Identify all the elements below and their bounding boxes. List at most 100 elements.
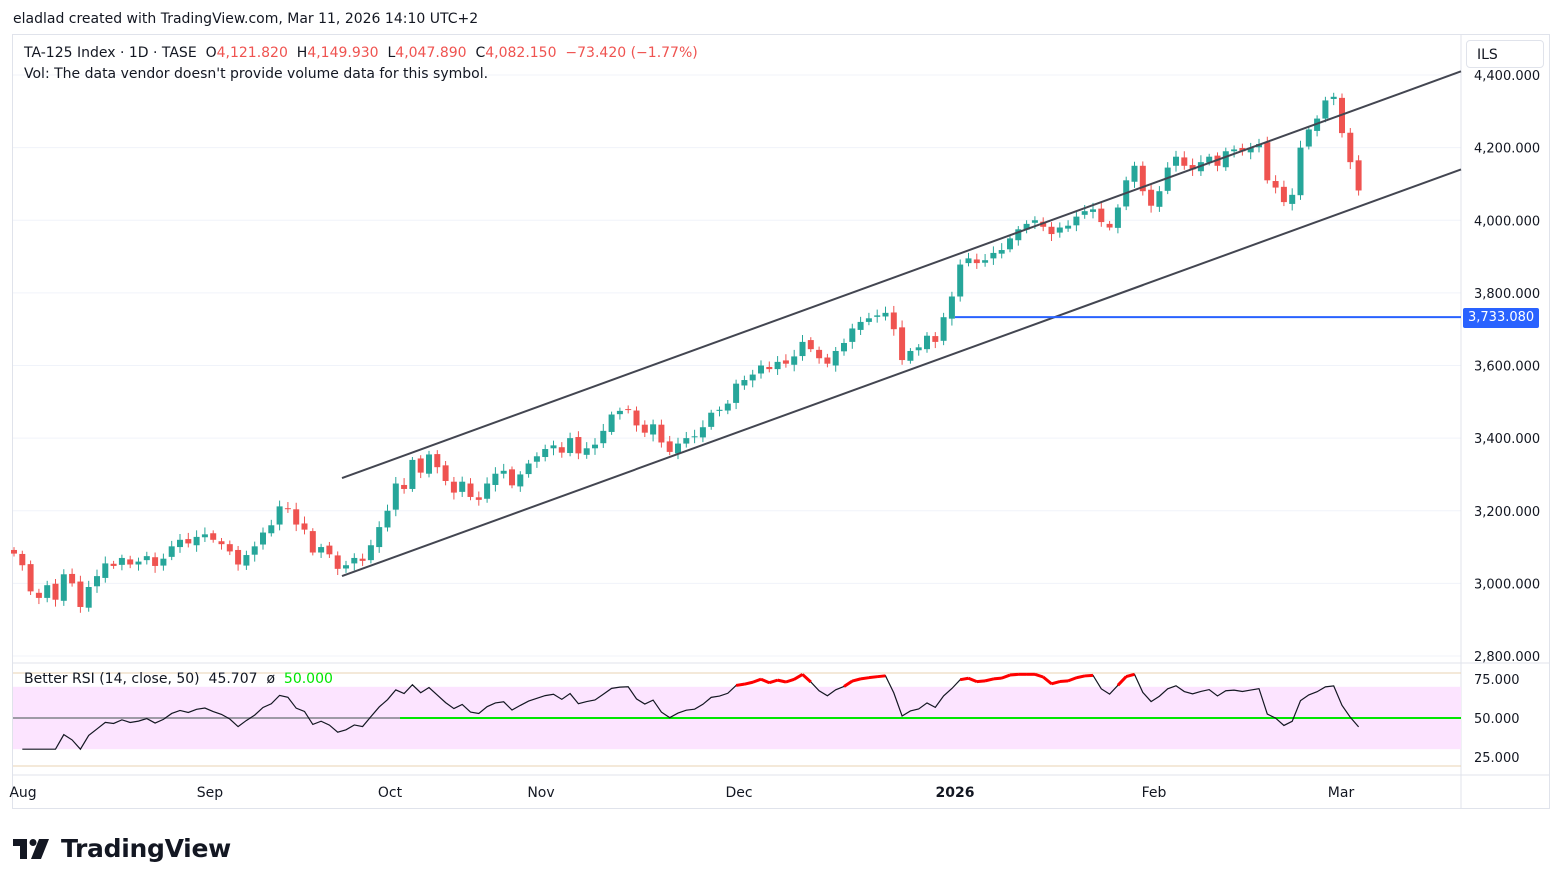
candle: [235, 545, 242, 571]
candle: [260, 527, 266, 550]
candle: [426, 450, 432, 478]
candle: [542, 444, 549, 462]
candle-body: [616, 410, 623, 415]
candle: [301, 516, 308, 535]
candle: [857, 316, 864, 335]
candle: [824, 353, 831, 368]
candle: [160, 553, 167, 571]
candle: [152, 552, 159, 573]
candle: [118, 554, 125, 571]
candle-body: [1305, 129, 1312, 147]
rsi-overbought-segment: [1042, 675, 1053, 685]
footer-logo[interactable]: TradingView: [13, 834, 231, 863]
candle-body: [492, 473, 499, 485]
candle: [1264, 136, 1271, 184]
close-value: 4,082.150: [485, 45, 557, 61]
currency-button[interactable]: ILS: [1466, 40, 1544, 68]
candle-body: [1239, 147, 1246, 152]
candle: [1355, 155, 1362, 196]
tradingview-logo-icon: [13, 838, 49, 859]
candle: [1239, 143, 1246, 156]
candle: [1214, 152, 1221, 172]
candle-body: [127, 559, 134, 565]
candle-body: [625, 409, 632, 411]
candle: [816, 346, 823, 364]
candle-body: [160, 558, 167, 566]
candle-body: [235, 549, 242, 565]
candle-body: [1023, 223, 1030, 230]
candle: [882, 306, 889, 321]
candle: [484, 477, 491, 503]
candle-body: [1031, 220, 1038, 223]
candle-body: [60, 574, 67, 601]
candle: [782, 354, 789, 368]
candle-body: [343, 565, 349, 569]
candle: [1289, 188, 1296, 211]
candle-body: [807, 340, 814, 350]
candle: [284, 502, 291, 513]
candle: [774, 356, 781, 375]
candle: [749, 369, 756, 388]
rsi-overbought-segment: [801, 673, 812, 684]
candle: [201, 527, 208, 542]
time-tick-label: Nov: [527, 785, 554, 801]
candle: [409, 457, 416, 492]
candle-body: [226, 544, 233, 552]
candle: [915, 344, 922, 356]
price-tick-label: 3,000.000: [1474, 577, 1540, 592]
candle-body: [1073, 216, 1080, 226]
candle: [351, 553, 358, 571]
candle: [733, 379, 740, 410]
candle-body: [1114, 207, 1121, 228]
candle-body: [218, 541, 225, 545]
candle-body: [367, 545, 374, 561]
time-tick-label: Feb: [1142, 785, 1167, 801]
candle-body: [567, 438, 574, 454]
candle: [19, 550, 26, 571]
change-value: −73.420 (−1.77%): [565, 45, 698, 61]
rsi-overbought-segment: [793, 673, 804, 681]
rsi-overbought-segment: [1067, 676, 1077, 683]
candle-body: [1098, 208, 1105, 223]
rsi-overbought-segment: [1116, 675, 1128, 687]
rsi-tick-label: 50.000: [1474, 712, 1520, 727]
high-label: H: [296, 45, 308, 61]
rsi-value: 45.707: [208, 671, 258, 687]
candle-body: [517, 474, 524, 487]
candle-body: [467, 483, 474, 497]
candle: [1007, 235, 1013, 253]
candle-body: [509, 469, 515, 486]
lower-channel-line: [341, 168, 1462, 578]
candle-body: [691, 436, 698, 438]
candle: [849, 323, 856, 349]
candle-body: [484, 483, 491, 499]
open-label: O: [205, 45, 217, 61]
candle: [575, 431, 582, 460]
time-tick-label: Sep: [197, 785, 224, 801]
candle-body: [915, 347, 922, 351]
candle: [1023, 220, 1030, 234]
candle-body: [35, 592, 42, 598]
candle: [957, 259, 964, 302]
candle-body: [185, 539, 192, 544]
candle: [899, 320, 906, 365]
rsi-legend: Better RSI (14, close, 50) 45.707 ø 50.0…: [24, 671, 333, 687]
candle-body: [1048, 226, 1055, 235]
candle: [450, 476, 457, 500]
candle-body: [260, 532, 266, 545]
candle-body: [1164, 167, 1171, 191]
rsi-overbought-segment: [860, 676, 870, 681]
candle: [567, 432, 574, 457]
candle-body: [608, 414, 615, 432]
candle: [1247, 142, 1254, 160]
price-legend: TA-125 Index · 1D · TASE O4,121.820 H4,1…: [24, 45, 698, 61]
rsi-overbought-segment: [1084, 673, 1094, 678]
candle: [650, 419, 657, 442]
candle-body: [575, 437, 582, 454]
candle-body: [318, 547, 325, 553]
candle-body: [675, 443, 681, 454]
candle: [11, 547, 17, 557]
candle: [1065, 220, 1072, 232]
candle-body: [708, 412, 715, 427]
